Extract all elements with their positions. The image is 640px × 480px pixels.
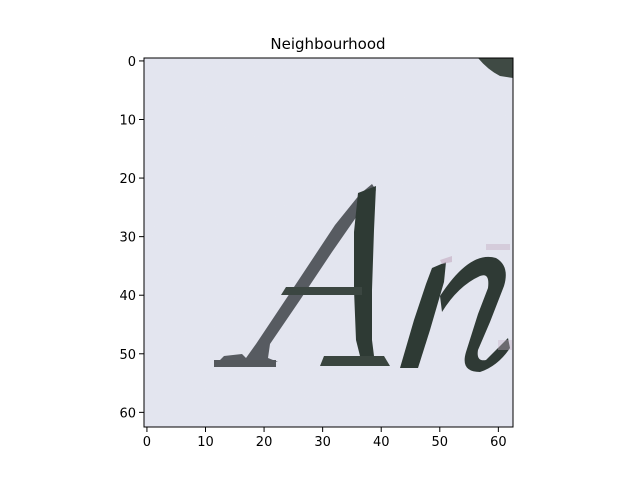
y-tick-label: 20	[119, 172, 136, 187]
x-tick-label: 40	[373, 435, 390, 450]
y-tick-label: 0	[128, 55, 136, 70]
x-tick-label: 60	[490, 435, 507, 450]
chart-title: Neighbourhood	[270, 35, 385, 53]
y-tick-label: 60	[119, 406, 136, 421]
image-area	[143, 57, 514, 428]
x-tick-label: 10	[197, 435, 214, 450]
x-tick-label: 0	[143, 435, 151, 450]
plot-frame	[143, 57, 514, 428]
x-tick-label: 30	[314, 435, 331, 450]
x-axis: 0 10 20 30 40 50 60	[143, 427, 507, 450]
x-tick-label: 50	[432, 435, 449, 450]
y-tick-label: 30	[119, 231, 136, 246]
y-tick-label: 40	[119, 289, 136, 304]
glyph-n	[400, 244, 512, 372]
y-tick-label: 10	[119, 114, 136, 129]
corner-ink-mark	[478, 58, 513, 78]
x-tick-label: 20	[256, 435, 273, 450]
glyph-A	[214, 184, 390, 367]
y-axis: 0 10 20 30 40 50 60	[119, 55, 144, 421]
y-tick-label: 50	[119, 348, 136, 363]
